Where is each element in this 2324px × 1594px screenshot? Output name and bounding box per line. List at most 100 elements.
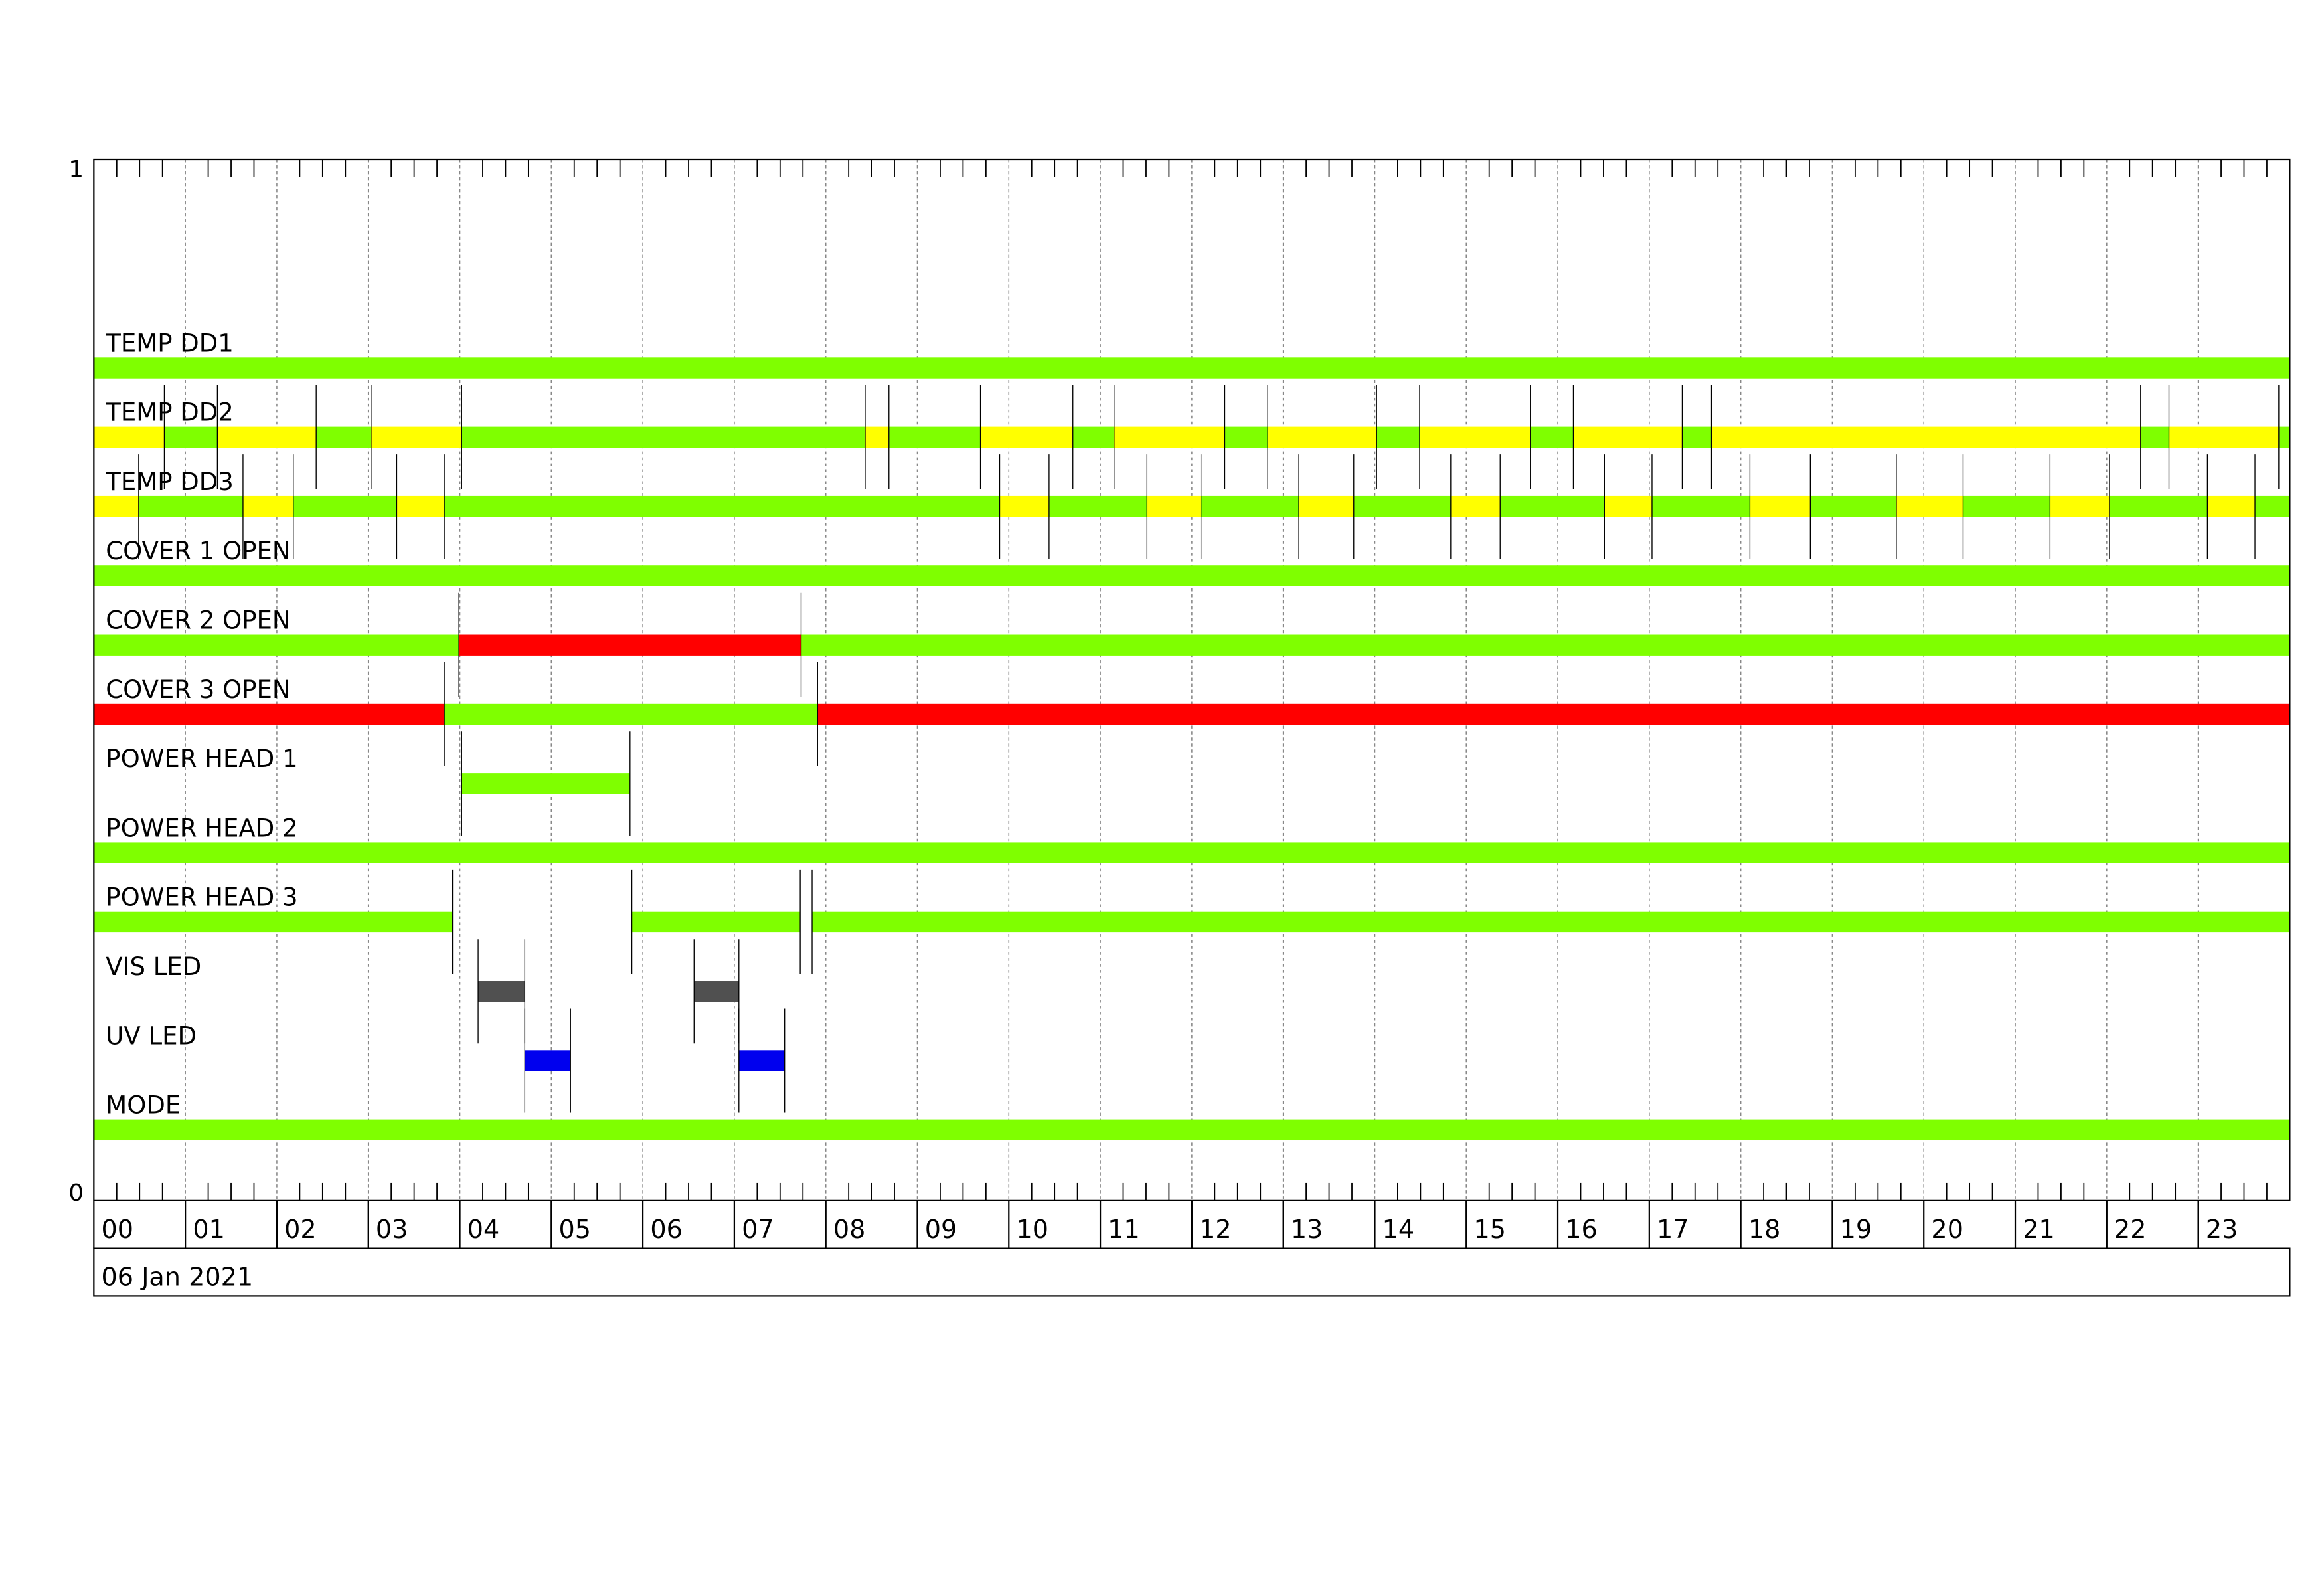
grid-lines <box>185 159 2199 1201</box>
state-segment <box>94 1119 2290 1141</box>
date-box <box>93 1247 2291 1297</box>
row-temp-dd2: TEMP DD2 <box>94 385 2290 489</box>
state-segment <box>293 495 397 517</box>
state-segment <box>817 703 2290 725</box>
row-label: COVER 3 OPEN <box>106 675 290 704</box>
x-tick-label: 07 <box>742 1215 774 1244</box>
state-segment <box>631 911 801 933</box>
state-segment <box>999 495 1049 517</box>
x-tick-label: 01 <box>193 1215 225 1244</box>
row-label: VIS LED <box>106 952 201 981</box>
state-segment <box>94 495 139 517</box>
row-cover-1-open: COVER 1 OPEN <box>94 537 2290 586</box>
x-tick-label: 16 <box>1565 1215 1598 1244</box>
state-segment <box>94 911 453 933</box>
state-segment <box>2109 495 2208 517</box>
state-segment <box>1224 426 1268 448</box>
state-segment <box>1896 495 1963 517</box>
x-tick-label: 05 <box>559 1215 592 1244</box>
x-tick-label: 15 <box>1473 1215 1506 1244</box>
state-segment <box>242 495 293 517</box>
state-segment <box>1963 495 2050 517</box>
x-tick-label: 09 <box>925 1215 957 1244</box>
state-segment <box>371 426 462 448</box>
state-segment <box>1604 495 1652 517</box>
row-label: POWER HEAD 3 <box>106 883 297 912</box>
state-segment <box>1810 495 1896 517</box>
state-segment <box>164 426 218 448</box>
state-segment <box>1573 426 1683 448</box>
x-tick-label: 04 <box>467 1215 500 1244</box>
x-tick-label: 06 <box>650 1215 683 1244</box>
date-label: 06 Jan 2021 <box>102 1263 254 1292</box>
state-segment <box>1048 495 1147 517</box>
row-power-head-3: POWER HEAD 3 <box>94 869 2290 974</box>
row-temp-dd3: TEMP DD3 <box>94 454 2290 559</box>
x-tick-label: 00 <box>102 1215 134 1244</box>
state-segment <box>865 426 889 448</box>
state-segment <box>1268 426 1377 448</box>
state-segment <box>1651 495 1750 517</box>
state-segment <box>1500 495 1605 517</box>
y-tick-bottom: 0 <box>68 1180 84 1207</box>
state-segment <box>94 703 445 725</box>
state-segment <box>1114 426 1225 448</box>
row-label: POWER HEAD 2 <box>106 814 297 842</box>
row-label: COVER 1 OPEN <box>106 537 290 565</box>
state-segment <box>2207 495 2256 517</box>
row-label: TEMP DD2 <box>105 398 234 427</box>
state-segment <box>94 565 2290 586</box>
row-power-head-2: POWER HEAD 2 <box>94 814 2290 863</box>
state-segment <box>1353 495 1451 517</box>
x-tick-label: 23 <box>2206 1215 2238 1244</box>
state-segment <box>1299 495 1354 517</box>
state-segment <box>478 981 525 1002</box>
row-label: TEMP DD3 <box>105 468 234 496</box>
state-segment <box>2140 426 2169 448</box>
state-segment <box>888 426 981 448</box>
x-tick-label: 21 <box>2023 1215 2055 1244</box>
state-segment <box>444 495 1000 517</box>
state-segment <box>461 773 630 794</box>
state-segment <box>2050 495 2110 517</box>
state-segment <box>138 495 243 517</box>
row-label: MODE <box>106 1091 181 1120</box>
state-segment <box>94 426 165 448</box>
state-segment <box>525 1050 571 1071</box>
state-segment <box>459 634 801 656</box>
x-tick-label: 03 <box>376 1215 408 1244</box>
state-segment <box>1682 426 1712 448</box>
x-tick-label: 18 <box>1748 1215 1781 1244</box>
state-segment <box>1450 495 1501 517</box>
state-segment <box>2255 495 2290 517</box>
y-tick-top: 1 <box>68 156 84 183</box>
state-segment <box>94 634 459 656</box>
x-tick-label: 22 <box>2114 1215 2147 1244</box>
x-tick-label: 14 <box>1382 1215 1415 1244</box>
state-segment <box>94 842 2290 863</box>
state-segment <box>812 911 2290 933</box>
state-segment <box>217 426 317 448</box>
state-segment <box>396 495 445 517</box>
state-segment <box>1201 495 1299 517</box>
row-label: UV LED <box>106 1021 197 1050</box>
row-label: COVER 2 OPEN <box>106 606 290 635</box>
x-tick-label: 17 <box>1657 1215 1689 1244</box>
x-tick-label: 11 <box>1108 1215 1140 1244</box>
state-segment <box>1072 426 1114 448</box>
row-label: TEMP DD1 <box>105 329 234 357</box>
state-segment <box>2169 426 2279 448</box>
row-cover-2-open: COVER 2 OPEN <box>94 592 2290 697</box>
row-vis-led: VIS LED <box>106 939 740 1044</box>
state-segment <box>1147 495 1201 517</box>
state-segment <box>694 981 739 1002</box>
state-segment <box>444 703 818 725</box>
x-tick-label: 08 <box>833 1215 866 1244</box>
state-segment <box>2278 426 2290 448</box>
row-cover-3-open: COVER 3 OPEN <box>94 662 2290 767</box>
row-mode: MODE <box>94 1091 2290 1141</box>
x-tick-label: 10 <box>1017 1215 1049 1244</box>
minor-ticks <box>116 159 2268 1201</box>
x-tick-label: 12 <box>1199 1215 1232 1244</box>
